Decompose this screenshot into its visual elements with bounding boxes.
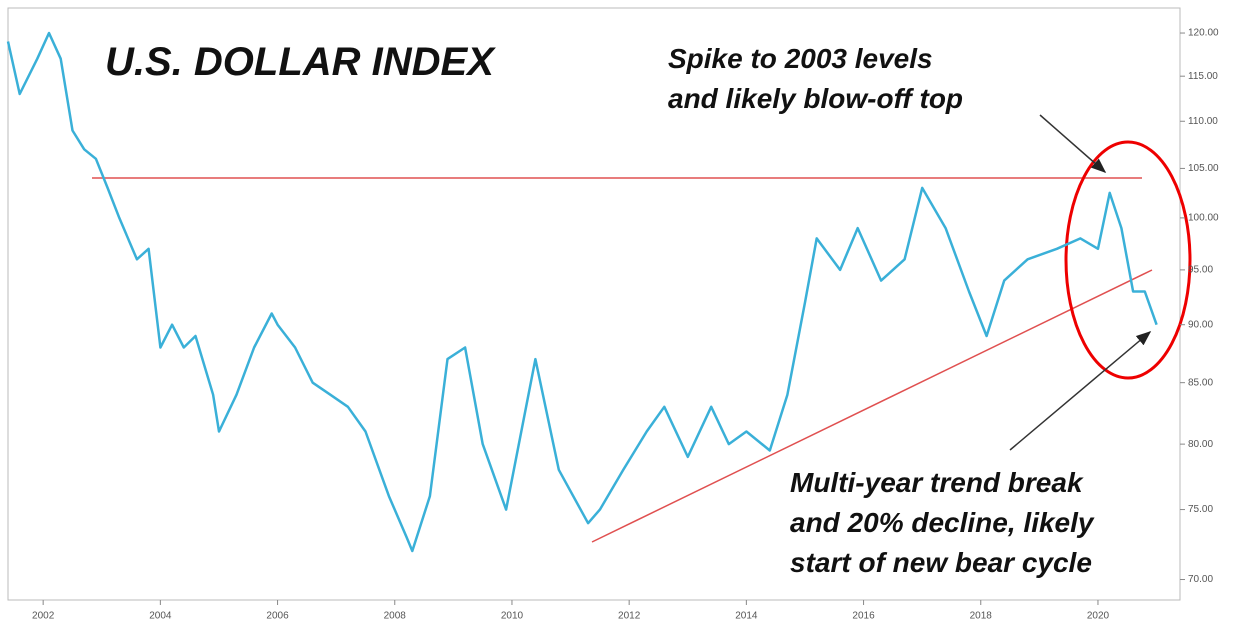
x-tick-label: 2008: [384, 611, 407, 622]
x-tick-label: 2020: [1087, 611, 1110, 622]
annotation: Spike to 2003 levels: [668, 43, 933, 74]
x-tick-label: 2016: [852, 611, 875, 622]
y-tick-label: 115.00: [1188, 71, 1218, 82]
chart-title: U.S. DOLLAR INDEX: [105, 40, 496, 84]
annotation: and likely blow-off top: [668, 83, 963, 114]
y-tick-label: 75.00: [1188, 504, 1213, 515]
x-tick-label: 2010: [501, 611, 524, 622]
x-tick-label: 2006: [266, 611, 289, 622]
y-tick-label: 105.00: [1188, 163, 1219, 174]
y-tick-label: 95.00: [1188, 265, 1213, 276]
arrow: [1009, 331, 1152, 451]
y-tick-label: 80.00: [1188, 439, 1213, 450]
price-line: [6, 31, 1158, 553]
y-tick-label: 85.00: [1188, 377, 1213, 388]
x-tick-label: 2018: [970, 611, 993, 622]
annotation: start of new bear cycle: [790, 547, 1092, 578]
arrow: [1039, 114, 1107, 173]
x-tick-label: 2002: [32, 611, 55, 622]
x-tick-label: 2012: [618, 611, 641, 622]
y-tick-label: 90.00: [1188, 319, 1213, 330]
highlight-ellipse: [1064, 140, 1192, 380]
x-tick-label: 2014: [735, 611, 758, 622]
y-tick-label: 100.00: [1188, 213, 1219, 224]
y-tick-label: 120.00: [1188, 28, 1219, 39]
plot-frame: [7, 7, 1181, 601]
trend-line: [591, 269, 1153, 543]
y-tick-label: 110.00: [1188, 116, 1218, 127]
y-tick-label: 70.00: [1188, 574, 1213, 585]
annotation: Multi-year trend break: [790, 467, 1084, 498]
x-tick-label: 2004: [149, 611, 172, 622]
annotation: and 20% decline, likely: [790, 507, 1095, 538]
